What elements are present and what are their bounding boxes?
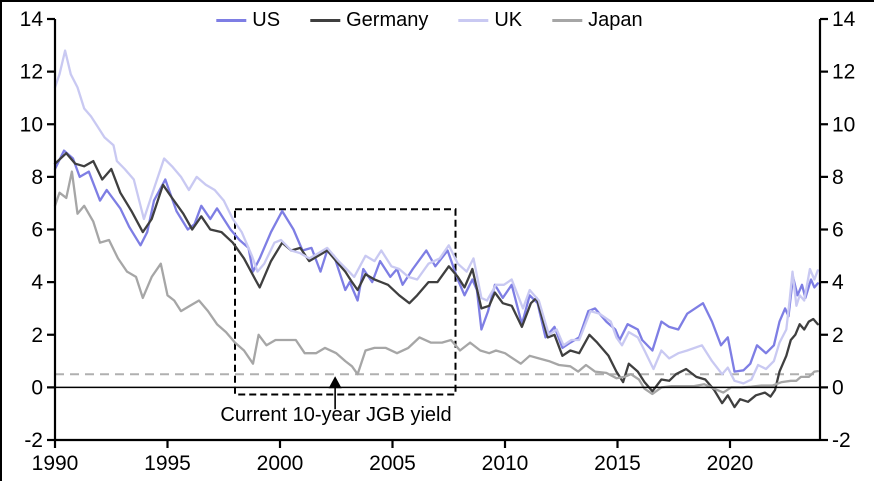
x-axis-label: 1995 [144, 452, 191, 475]
chart-legend: US Germany UK Japan [216, 9, 643, 32]
legend-item-germany: Germany [310, 9, 428, 32]
series-line-uk [53, 49, 819, 385]
y-axis-label-left: 0 [31, 376, 43, 399]
legend-label: Japan [588, 9, 643, 31]
legend-item-us: US [216, 9, 280, 32]
y-axis-label-right: 12 [832, 61, 855, 84]
x-axis-label: 2010 [482, 452, 529, 475]
y-axis-label-right: 6 [832, 219, 844, 242]
annotation-arrow-head [328, 376, 342, 389]
legend-line-icon [310, 19, 341, 22]
y-axis-label-right: 10 [832, 113, 855, 136]
x-axis-label: 1990 [32, 452, 79, 475]
y-axis-label-left: -2 [24, 429, 43, 452]
x-axis-label: 2005 [369, 452, 416, 475]
legend-label: Germany [346, 9, 429, 31]
legend-line-icon [552, 19, 583, 22]
legend-item-uk: UK [458, 9, 522, 32]
legend-line-icon [458, 19, 489, 22]
y-axis-label-left: 2 [31, 324, 43, 347]
legend-line-icon [216, 19, 247, 22]
series-line-japan [53, 170, 819, 396]
y-axis-label-right: -2 [832, 429, 851, 452]
legend-item-japan: Japan [552, 9, 643, 32]
x-axis-label: 2020 [707, 452, 754, 475]
series-line-us [53, 149, 819, 373]
y-axis-label-left: 8 [31, 166, 43, 189]
y-axis-label-left: 4 [31, 271, 43, 294]
y-axis-label-left: 6 [31, 219, 43, 242]
y-axis-label-right: 8 [832, 166, 844, 189]
legend-label: UK [494, 9, 523, 31]
highlight-box [234, 208, 457, 396]
legend-label: US [252, 9, 281, 31]
y-axis-label-right: 0 [832, 376, 844, 399]
series-line-germany [53, 152, 819, 409]
y-axis-label-right: 14 [832, 8, 856, 31]
x-axis-label: 2015 [594, 452, 641, 475]
y-axis-label-right: 4 [832, 271, 844, 294]
y-axis-label-left: 14 [20, 8, 44, 31]
jgb-yield-annotation: Current 10-year JGB yield [220, 404, 452, 426]
y-axis-label-left: 12 [20, 61, 43, 84]
x-axis-label: 2000 [257, 452, 304, 475]
y-axis-label-left: 10 [20, 113, 43, 136]
y-axis-label-right: 2 [832, 324, 844, 347]
